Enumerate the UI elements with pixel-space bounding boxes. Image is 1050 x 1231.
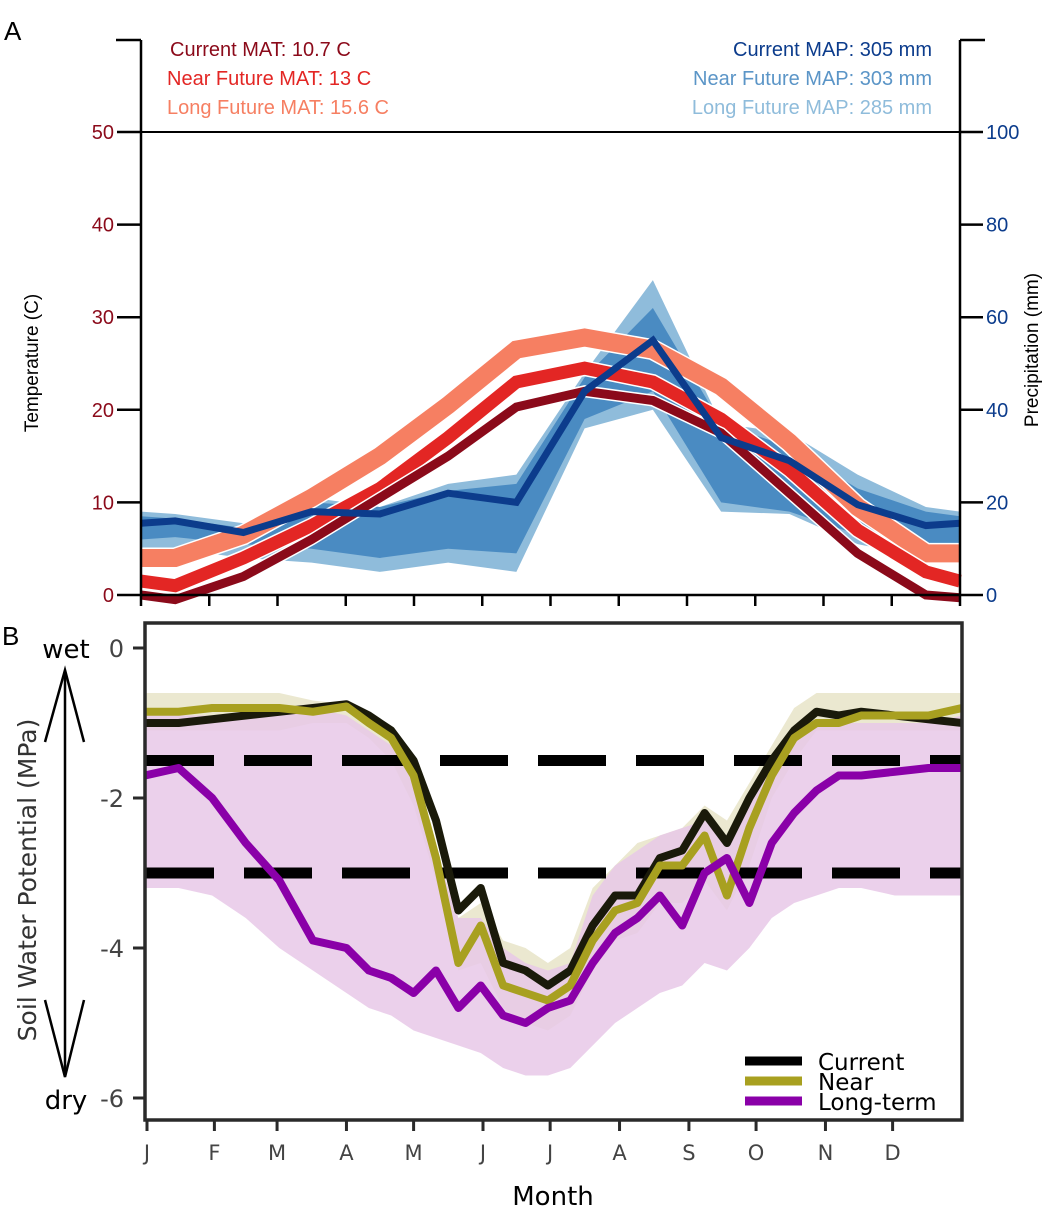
arrow-up-head-icon — [43, 665, 86, 743]
map-annotation: Current MAP: 305 mm — [733, 39, 932, 61]
y-tick-label-left: 20 — [92, 400, 114, 422]
mat-annotation: Near Future MAT: 13 C — [167, 68, 371, 90]
precip-line-current — [140, 335, 961, 537]
y-axis-title: Soil Water Potential (MPa) — [13, 719, 42, 1042]
legend-label: Current — [818, 1050, 904, 1076]
y-tick-label-right: 20 — [986, 492, 1008, 514]
x-tick-label: J — [142, 1141, 150, 1165]
temp-line-near-future — [140, 361, 962, 593]
x-tick-label: J — [478, 1141, 486, 1165]
x-tick-label: M — [405, 1141, 423, 1165]
y-tick-label: -4 — [100, 935, 124, 963]
swp-line-long-term — [146, 764, 961, 1027]
legend-label: Long-term — [818, 1090, 937, 1116]
y-tick-label-right: 0 — [986, 585, 997, 607]
x-tick-label: A — [339, 1141, 354, 1165]
temp-line-current — [140, 386, 961, 605]
y-tick-label: -6 — [100, 1085, 124, 1113]
x-tick-label: F — [208, 1141, 220, 1165]
y-tick-label-right: 40 — [986, 400, 1008, 422]
panel-b-label: B — [2, 621, 19, 651]
y-tick-label-left: 0 — [103, 585, 114, 607]
y-tick-label-right: 80 — [986, 215, 1008, 237]
dry-label: dry — [45, 1086, 88, 1116]
y-tick-label-right: 100 — [986, 122, 1019, 144]
x-tick-label: J — [545, 1141, 553, 1165]
x-tick-label: A — [612, 1141, 627, 1165]
swp-line-near — [146, 702, 961, 1005]
x-tick-label: N — [818, 1141, 834, 1165]
wet-dry-arrow — [43, 665, 86, 1078]
x-tick-label: O — [748, 1141, 765, 1165]
y-tick-label-left: 40 — [92, 215, 114, 237]
panel-a-label: A — [4, 16, 22, 46]
panel-b-frame — [143, 621, 964, 1122]
y-tick-label-left: 10 — [92, 492, 114, 514]
legend-label: Near — [818, 1070, 873, 1096]
x-tick-label: D — [885, 1141, 901, 1165]
wet-label: wet — [42, 635, 89, 665]
precip-band-near-future — [141, 307, 960, 558]
x-tick-label: M — [268, 1141, 286, 1165]
panel-a: A 0 10 20 30 40 50 0 20 40 60 80 100 Temperature (… — [4, 16, 1043, 607]
map-annotation: Near Future MAP: 303 mm — [693, 68, 932, 90]
mat-annotation: Long Future MAT: 15.6 C — [167, 97, 389, 119]
y-tick-label-left: 50 — [92, 122, 114, 144]
y-axis-left-title: Temperature (C) — [22, 294, 43, 432]
arrow-down-head-icon — [43, 999, 86, 1078]
map-annotation: Long Future MAP: 285 mm — [692, 97, 932, 119]
y-tick-label: 0 — [109, 635, 124, 663]
panel-b: B 0 -2 -4 -6 J F M A M J J A S O N D wet dry Soil Wate… — [2, 621, 964, 1212]
mat-annotation: Current MAT: 10.7 C — [170, 39, 351, 61]
x-tick-label: S — [682, 1141, 695, 1165]
y-tick-label: -2 — [100, 785, 124, 813]
y-axis-right-title: Precipitation (mm) — [1022, 273, 1043, 427]
x-axis-title: Month — [512, 1182, 594, 1212]
y-tick-label-right: 60 — [986, 307, 1008, 329]
y-tick-label-left: 30 — [92, 307, 114, 329]
